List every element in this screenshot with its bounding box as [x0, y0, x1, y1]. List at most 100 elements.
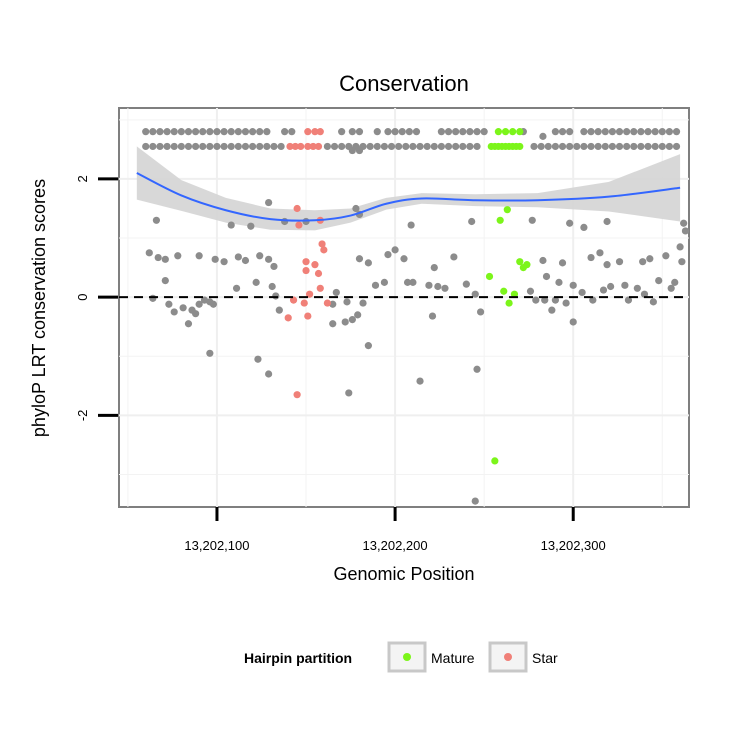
data-point-other: [532, 296, 540, 304]
data-point-other: [530, 142, 538, 151]
data-point-star: [286, 142, 294, 151]
chart-title: Conservation: [339, 71, 469, 96]
data-point-other: [416, 142, 424, 151]
data-point-other: [220, 142, 228, 151]
data-point-other: [384, 250, 392, 259]
data-point-other: [658, 142, 666, 151]
data-point-other: [373, 128, 381, 136]
data-point-other: [601, 128, 609, 136]
data-point-other: [265, 370, 273, 378]
data-point-other: [615, 128, 624, 136]
data-point-other: [161, 277, 169, 285]
data-point-other: [644, 142, 652, 151]
data-point-other: [651, 142, 659, 151]
data-point-other: [651, 128, 659, 136]
data-point-other: [177, 128, 185, 136]
data-point-other: [667, 284, 675, 292]
data-point-star: [289, 296, 298, 304]
data-point-other: [384, 128, 392, 136]
data-point-other: [170, 142, 178, 151]
data-point-other: [364, 342, 372, 350]
data-point-other: [199, 128, 207, 136]
data-point-other: [241, 142, 250, 151]
data-point-other: [234, 253, 242, 261]
data-point-star: [318, 240, 326, 248]
data-point-other: [338, 128, 346, 136]
smooth-line: [136, 172, 681, 222]
data-point-mature: [485, 272, 494, 281]
data-point-other: [430, 142, 438, 151]
data-point-mature: [505, 299, 513, 307]
data-point-other: [263, 128, 271, 136]
y-tick-label: -2: [75, 410, 90, 422]
data-point-other: [644, 128, 652, 136]
data-point-star: [316, 284, 324, 292]
data-point-other: [594, 128, 602, 136]
data-point-other: [179, 304, 187, 312]
data-point-other: [348, 316, 356, 324]
data-point-other: [573, 142, 581, 151]
data-point-other: [555, 278, 563, 286]
data-point-star: [309, 142, 317, 151]
data-point-mature: [491, 457, 499, 465]
data-point-other: [199, 142, 207, 151]
data-point-other: [558, 259, 567, 267]
confidence-band-area: [136, 146, 681, 231]
data-point-other: [603, 261, 611, 269]
data-point-star: [305, 290, 314, 298]
data-point-other: [528, 216, 536, 224]
data-point-star: [323, 299, 332, 307]
data-point-other: [265, 198, 273, 207]
data-point-other: [213, 128, 221, 136]
data-point-star: [297, 142, 305, 151]
data-point-mature: [516, 258, 524, 266]
data-point-mature: [503, 206, 511, 214]
data-point-other: [441, 284, 449, 292]
data-point-other: [256, 252, 264, 260]
data-point-other: [170, 128, 178, 136]
data-point-other: [268, 282, 276, 291]
data-point-other: [256, 128, 264, 136]
data-point-star: [300, 299, 308, 307]
data-point-other: [227, 128, 235, 136]
data-point-other: [623, 142, 631, 151]
data-point-other: [665, 128, 674, 136]
data-point-other: [646, 255, 654, 263]
data-point-other: [471, 290, 479, 298]
x-tick-label: 13,202,200: [363, 538, 428, 553]
data-point-other: [428, 312, 437, 320]
data-point-other: [539, 132, 547, 140]
data-point-other: [272, 292, 280, 300]
data-point-other: [265, 255, 273, 263]
data-point-star: [293, 391, 301, 399]
data-point-other: [359, 299, 367, 307]
data-point-other: [380, 142, 389, 151]
data-point-other: [341, 318, 349, 326]
data-point-other: [637, 142, 645, 151]
data-point-other: [633, 284, 641, 292]
data-point-other: [671, 278, 679, 286]
data-point-other: [473, 142, 481, 151]
data-point-other: [672, 142, 681, 151]
data-point-other: [437, 128, 446, 136]
data-point-other: [423, 142, 431, 151]
data-point-other: [352, 204, 360, 213]
data-point-star: [304, 128, 312, 136]
data-point-other: [156, 142, 164, 151]
data-point-star: [302, 258, 310, 266]
data-point-other: [206, 142, 214, 151]
data-point-other: [434, 282, 442, 291]
data-point-other: [459, 128, 467, 136]
data-point-other: [191, 128, 200, 136]
data-point-other: [615, 258, 624, 266]
data-point-other: [437, 142, 446, 151]
data-point-other: [468, 217, 476, 226]
data-point-other: [281, 217, 289, 226]
data-point-other: [607, 282, 615, 291]
data-point-mature: [509, 128, 517, 136]
data-point-other: [444, 142, 453, 151]
data-point-star: [295, 221, 303, 229]
data-point-other: [154, 253, 162, 262]
data-point-other: [480, 128, 488, 136]
data-point-other: [241, 256, 250, 265]
